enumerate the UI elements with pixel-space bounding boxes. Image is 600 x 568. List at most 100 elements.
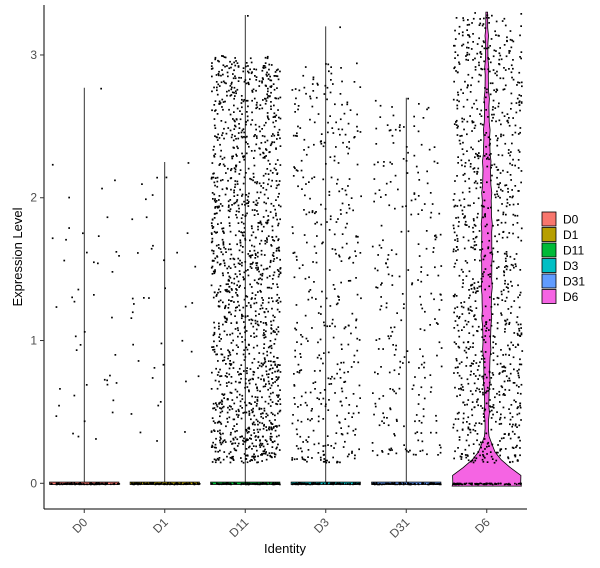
- point: [376, 454, 379, 457]
- point: [263, 407, 266, 410]
- point: [304, 459, 307, 461]
- point: [496, 355, 499, 358]
- point: [272, 330, 275, 333]
- point: [352, 261, 355, 264]
- point: [272, 391, 274, 394]
- point: [269, 211, 272, 213]
- point: [254, 252, 257, 255]
- point: [472, 41, 474, 43]
- point: [277, 400, 280, 402]
- point: [187, 162, 190, 164]
- point: [435, 414, 437, 417]
- point: [520, 57, 522, 60]
- point: [185, 483, 188, 485]
- point: [234, 183, 237, 186]
- point: [379, 308, 382, 311]
- point: [354, 250, 356, 253]
- point: [502, 169, 504, 172]
- point: [246, 115, 249, 118]
- point: [502, 406, 505, 409]
- point: [500, 448, 503, 450]
- point: [319, 456, 322, 459]
- point: [505, 296, 508, 299]
- point: [97, 262, 99, 265]
- point: [270, 332, 273, 335]
- point: [482, 391, 484, 394]
- point: [219, 291, 222, 293]
- point: [236, 396, 238, 399]
- point: [326, 98, 328, 101]
- point: [318, 483, 320, 486]
- point: [253, 332, 255, 335]
- point: [279, 218, 281, 221]
- point: [253, 157, 255, 159]
- point: [233, 86, 236, 89]
- point: [402, 307, 405, 310]
- point: [230, 313, 232, 316]
- point: [255, 262, 257, 264]
- point: [246, 386, 249, 388]
- point: [273, 167, 276, 170]
- point: [214, 443, 217, 446]
- point: [303, 86, 306, 89]
- point: [382, 412, 384, 415]
- point: [481, 336, 484, 338]
- point: [229, 113, 232, 116]
- point: [402, 482, 405, 485]
- point: [519, 406, 522, 409]
- point: [227, 355, 230, 357]
- point: [91, 483, 94, 485]
- point: [359, 86, 362, 88]
- point: [222, 432, 224, 435]
- point: [266, 57, 269, 60]
- point: [241, 106, 243, 109]
- point: [232, 339, 234, 342]
- point: [227, 167, 229, 170]
- point: [303, 234, 306, 236]
- point: [253, 214, 256, 216]
- point: [495, 20, 498, 23]
- point: [497, 137, 499, 140]
- point: [488, 144, 491, 147]
- point: [350, 366, 353, 368]
- point: [494, 30, 496, 33]
- point: [219, 411, 222, 414]
- point: [509, 379, 511, 382]
- point: [231, 63, 233, 66]
- point: [336, 182, 338, 185]
- point: [507, 191, 509, 193]
- point: [313, 245, 316, 248]
- point: [504, 483, 506, 485]
- point: [385, 482, 387, 485]
- point: [222, 80, 225, 83]
- point: [237, 80, 240, 82]
- point: [247, 205, 250, 207]
- point: [248, 83, 250, 86]
- point: [388, 337, 391, 340]
- point: [256, 400, 259, 402]
- point: [473, 181, 476, 184]
- point: [234, 77, 237, 80]
- point: [250, 459, 253, 461]
- point: [490, 455, 493, 458]
- point: [341, 404, 343, 407]
- point: [392, 388, 394, 391]
- point: [292, 134, 295, 137]
- point: [233, 189, 235, 192]
- point: [328, 461, 330, 464]
- point: [247, 253, 250, 255]
- point: [328, 269, 331, 271]
- point: [257, 361, 260, 363]
- point: [500, 482, 502, 485]
- point: [232, 118, 234, 120]
- point: [333, 159, 336, 162]
- point: [165, 176, 168, 179]
- point: [238, 270, 241, 272]
- point: [255, 445, 257, 448]
- point: [480, 179, 482, 181]
- point: [430, 431, 432, 434]
- point: [489, 410, 491, 413]
- point: [214, 461, 217, 464]
- point: [251, 254, 254, 256]
- point: [241, 313, 243, 316]
